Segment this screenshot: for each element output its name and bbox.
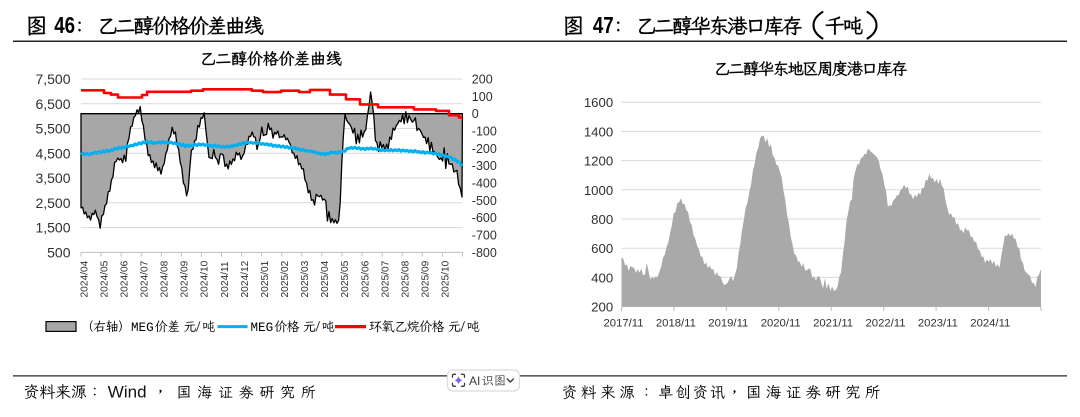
svg-text:2017/11: 2017/11 — [604, 317, 644, 329]
svg-text:47: 47 — [593, 12, 614, 38]
svg-text:2024/04: 2024/04 — [79, 260, 90, 297]
svg-text:4,500: 4,500 — [35, 145, 70, 161]
svg-text:100: 100 — [472, 90, 493, 104]
svg-text:2024/07: 2024/07 — [140, 260, 151, 297]
svg-text:2022/11: 2022/11 — [866, 317, 906, 329]
svg-text:2,500: 2,500 — [35, 195, 70, 211]
svg-text:2025/06: 2025/06 — [360, 260, 371, 297]
svg-text:1200: 1200 — [584, 154, 613, 169]
svg-text:800: 800 — [591, 212, 613, 227]
svg-text:600: 600 — [591, 241, 613, 256]
svg-text:2025/01: 2025/01 — [260, 260, 271, 297]
svg-text:2021/11: 2021/11 — [813, 317, 853, 329]
svg-text:-300: -300 — [472, 159, 497, 173]
svg-text:2024/10: 2024/10 — [200, 260, 211, 297]
svg-text:2024/11: 2024/11 — [220, 261, 231, 297]
svg-text:500: 500 — [47, 244, 71, 260]
svg-text:2025/09: 2025/09 — [421, 260, 432, 297]
svg-text:2024/05: 2024/05 — [99, 260, 110, 297]
svg-text:MEG: MEG — [131, 321, 154, 335]
svg-text:-400: -400 — [472, 177, 497, 191]
svg-text:2025/07: 2025/07 — [380, 260, 391, 297]
svg-text:2025/05: 2025/05 — [340, 260, 351, 297]
svg-text:6,500: 6,500 — [35, 96, 70, 112]
svg-text:-700: -700 — [472, 229, 497, 243]
svg-text:2025/02: 2025/02 — [280, 260, 291, 297]
svg-text:-800: -800 — [472, 246, 497, 260]
svg-text:2024/08: 2024/08 — [160, 260, 171, 297]
svg-text:2025/10: 2025/10 — [441, 260, 452, 297]
svg-text:Wind: Wind — [108, 382, 147, 401]
svg-text:AI: AI — [469, 374, 480, 388]
svg-text:MEG: MEG — [251, 321, 274, 335]
svg-text:2024/11: 2024/11 — [970, 317, 1010, 329]
svg-text:2020/11: 2020/11 — [761, 317, 801, 329]
svg-text:2019/11: 2019/11 — [708, 317, 748, 329]
svg-text:-500: -500 — [472, 194, 497, 208]
svg-text:7,500: 7,500 — [35, 71, 70, 87]
svg-text:1000: 1000 — [584, 183, 613, 198]
svg-text:1400: 1400 — [584, 124, 613, 139]
svg-text:-600: -600 — [472, 211, 497, 225]
svg-text:200: 200 — [591, 300, 613, 315]
svg-text:5,500: 5,500 — [35, 121, 70, 137]
svg-text:46: 46 — [54, 12, 75, 38]
svg-text:2018/11: 2018/11 — [656, 317, 696, 329]
svg-text:1,500: 1,500 — [35, 220, 70, 236]
svg-text:3,500: 3,500 — [35, 170, 70, 186]
svg-text:1600: 1600 — [584, 95, 613, 110]
svg-text:-100: -100 — [472, 125, 497, 139]
svg-text:2024/09: 2024/09 — [180, 260, 191, 297]
svg-text:-200: -200 — [472, 142, 497, 156]
svg-text:2025/08: 2025/08 — [400, 260, 411, 297]
svg-text:0: 0 — [472, 107, 479, 121]
svg-text:2025/03: 2025/03 — [300, 260, 311, 297]
svg-text:400: 400 — [591, 270, 613, 285]
svg-text:2023/11: 2023/11 — [918, 317, 958, 329]
svg-text:200: 200 — [472, 73, 493, 87]
svg-text:2024/12: 2024/12 — [240, 260, 251, 297]
svg-text:2025/04: 2025/04 — [320, 260, 331, 297]
svg-text:2024/06: 2024/06 — [119, 260, 130, 297]
